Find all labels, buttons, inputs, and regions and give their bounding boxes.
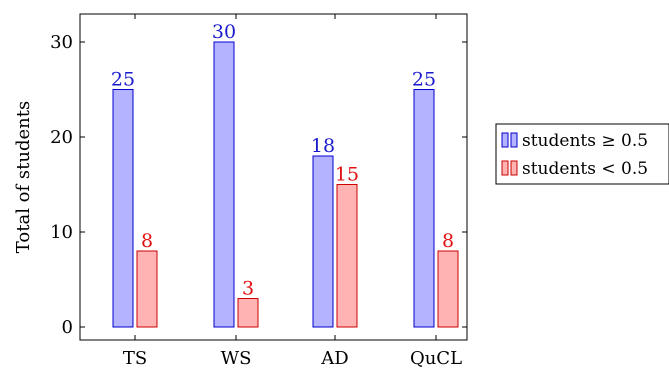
- bars-group: [112, 41, 459, 328]
- y-tick-label: 10: [50, 222, 73, 243]
- legend-label: students < 0.5: [522, 159, 648, 179]
- data-label: 30: [212, 21, 236, 43]
- bar-series-1-ad: [312, 155, 334, 328]
- y-tick-label: 30: [50, 32, 73, 53]
- x-tick-label: QuCL: [410, 348, 462, 369]
- x-axis: TS WS AD QuCL: [123, 14, 462, 369]
- legend-box: [495, 123, 669, 185]
- data-label: 25: [111, 69, 135, 91]
- y-axis-title: Total of students: [13, 101, 34, 253]
- plot-frame: [79, 13, 468, 341]
- data-label: 3: [242, 278, 254, 300]
- data-label: 18: [311, 135, 335, 157]
- data-label: 8: [141, 230, 153, 252]
- x-tick-label: TS: [123, 348, 147, 369]
- bar-series-2-ts: [136, 250, 158, 328]
- x-tick-label: AD: [320, 348, 348, 369]
- bar-series-2-ws: [237, 298, 259, 328]
- bar-series-1-ts: [112, 89, 134, 328]
- bar-series-1-qucl: [413, 89, 435, 328]
- data-labels-group: 25 30 18 25 8 3 15 8: [111, 21, 454, 300]
- bar-series-1-ws: [213, 41, 235, 328]
- legend-swatch: [501, 160, 509, 176]
- y-axis: 0 10 20 30: [50, 32, 467, 338]
- bar-series-2-ad: [336, 184, 358, 328]
- legend: students ≥ 0.5 students < 0.5: [495, 123, 669, 185]
- data-label: 15: [335, 164, 359, 186]
- legend-swatch: [501, 132, 509, 148]
- y-tick-label: 0: [62, 317, 73, 338]
- y-tick-label: 20: [50, 127, 73, 148]
- data-label: 25: [412, 69, 436, 91]
- x-tick-label: WS: [221, 348, 252, 369]
- bar-series-2-qucl: [437, 250, 459, 328]
- data-label: 8: [442, 230, 454, 252]
- legend-swatch: [510, 132, 518, 148]
- legend-label: students ≥ 0.5: [522, 131, 648, 151]
- legend-swatch: [510, 160, 518, 176]
